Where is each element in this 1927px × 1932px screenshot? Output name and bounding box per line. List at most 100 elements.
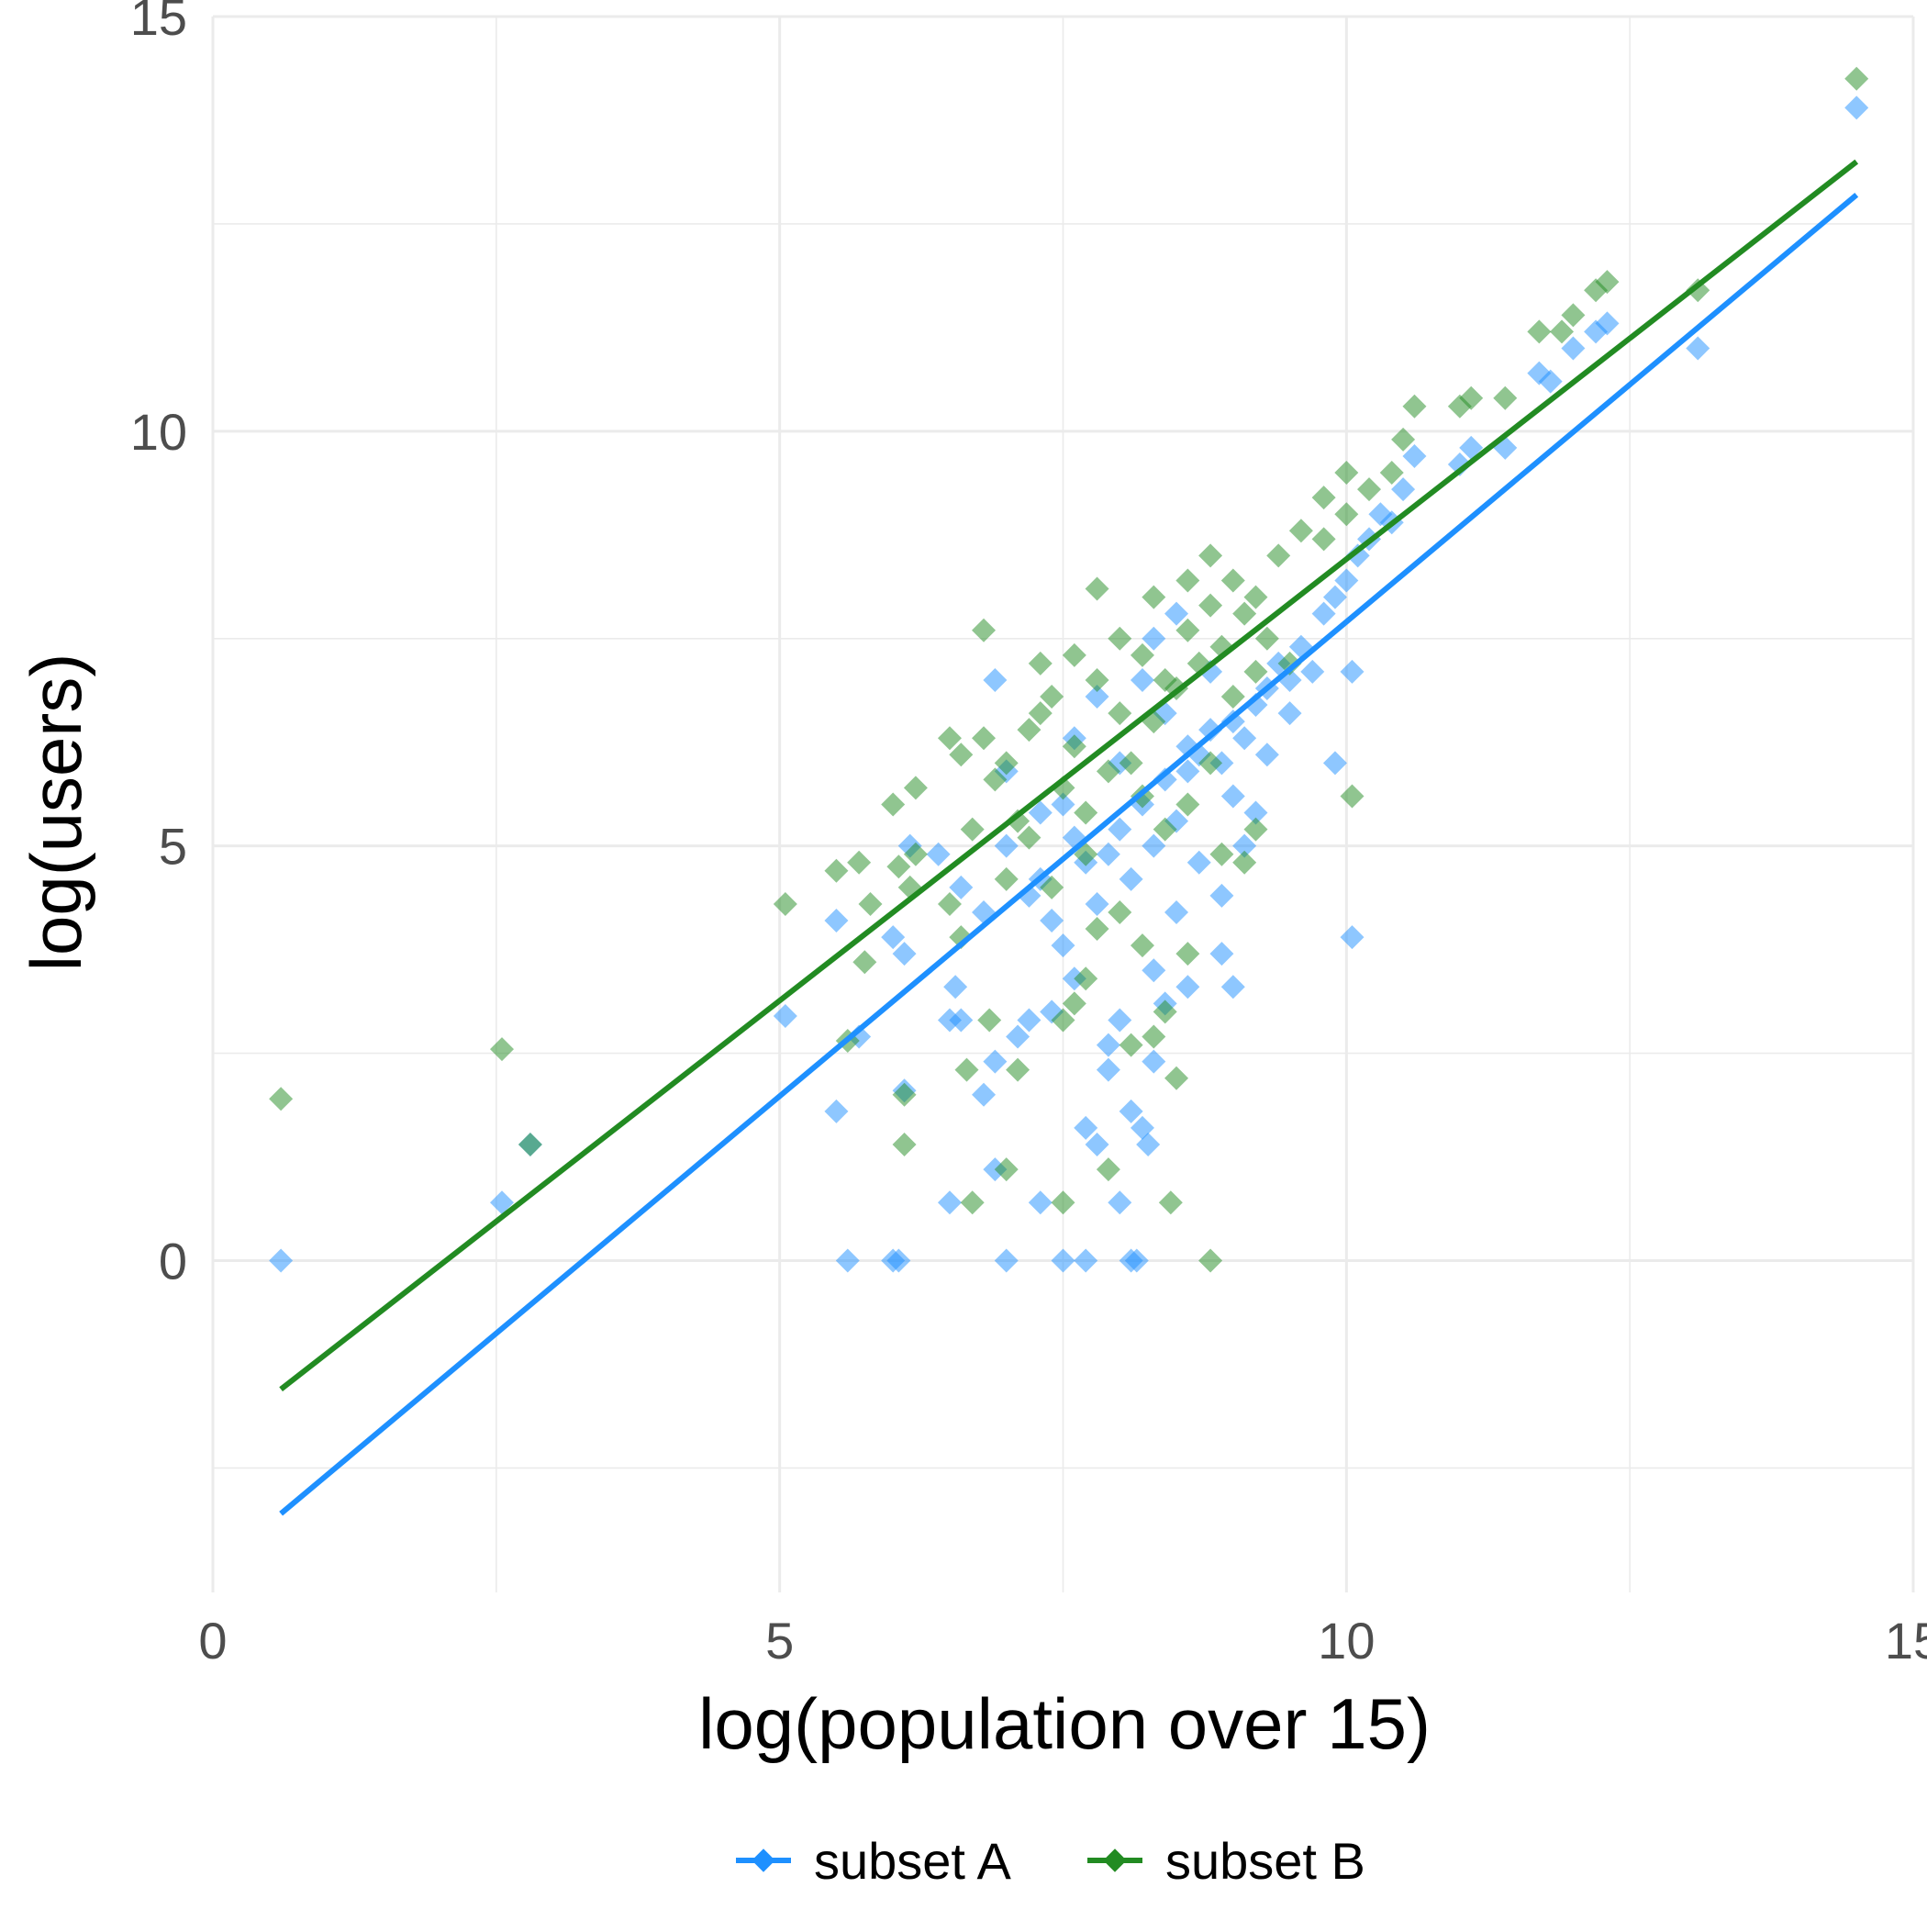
legend-label-subset-b: subset B bbox=[1165, 1832, 1365, 1890]
x-axis-title: log(population over 15) bbox=[698, 1683, 1431, 1764]
data-point-subset-a bbox=[1074, 1248, 1098, 1273]
data-point-subset-a bbox=[1096, 1057, 1120, 1082]
data-point-subset-a bbox=[1198, 718, 1223, 743]
data-point-subset-b bbox=[1844, 66, 1869, 91]
fit-line-subset-a bbox=[279, 192, 1859, 1516]
y-axis-title: log(users) bbox=[16, 653, 96, 972]
data-point-subset-b bbox=[1277, 651, 1302, 676]
data-point-subset-a bbox=[1561, 336, 1586, 361]
data-point-subset-a bbox=[1085, 1133, 1109, 1157]
data-point-subset-b bbox=[1243, 817, 1268, 842]
data-point-subset-b bbox=[1232, 850, 1257, 875]
data-point-subset-b bbox=[852, 950, 877, 975]
data-point-subset-b bbox=[892, 1082, 917, 1107]
data-point-subset-a bbox=[1391, 477, 1416, 502]
data-point-subset-b bbox=[1334, 502, 1359, 527]
data-point-subset-b bbox=[1051, 1008, 1075, 1033]
data-point-subset-a bbox=[949, 1008, 974, 1033]
data-point-subset-a bbox=[1028, 800, 1053, 825]
data-point-subset-a bbox=[881, 925, 906, 950]
data-point-subset-b bbox=[1402, 394, 1427, 419]
data-point-subset-b bbox=[1040, 685, 1064, 709]
data-point-subset-a bbox=[994, 1248, 1019, 1273]
data-point-subset-b bbox=[269, 1087, 294, 1111]
data-point-subset-b bbox=[983, 767, 1008, 792]
data-point-subset-b bbox=[1028, 651, 1053, 676]
data-point-subset-b bbox=[1085, 576, 1109, 601]
data-point-subset-b bbox=[1254, 626, 1279, 651]
data-point-subset-b bbox=[1006, 1057, 1030, 1082]
data-point-subset-a bbox=[943, 975, 968, 1000]
data-point-subset-b bbox=[1175, 568, 1200, 593]
data-point-subset-a bbox=[892, 942, 917, 966]
data-point-subset-a bbox=[1142, 958, 1166, 983]
data-point-subset-b bbox=[1062, 991, 1086, 1016]
tick-labels-layer: 0 5 10 15 0 5 10 15 bbox=[130, 0, 1927, 1670]
data-point-subset-a bbox=[1142, 1049, 1166, 1074]
data-point-subset-b bbox=[1334, 461, 1359, 486]
data-point-subset-a bbox=[1300, 659, 1325, 684]
data-point-subset-a bbox=[1322, 585, 1347, 609]
data-point-subset-b bbox=[1119, 1033, 1143, 1057]
data-point-subset-b bbox=[892, 1133, 917, 1157]
data-point-subset-b bbox=[1164, 1066, 1189, 1090]
data-point-subset-b bbox=[1006, 809, 1030, 833]
data-point-subset-a bbox=[824, 909, 849, 933]
data-point-subset-b bbox=[1311, 486, 1336, 510]
y-tick-label: 15 bbox=[130, 0, 187, 46]
data-point-subset-a bbox=[1340, 659, 1364, 684]
data-point-subset-a bbox=[1142, 626, 1166, 651]
data-point-subset-b bbox=[1175, 792, 1200, 817]
data-point-subset-a bbox=[1108, 1008, 1132, 1033]
data-point-subset-b bbox=[1108, 701, 1132, 726]
data-point-subset-a bbox=[983, 667, 1008, 692]
data-point-subset-b bbox=[881, 792, 906, 817]
data-point-subset-b bbox=[1175, 618, 1200, 642]
data-point-subset-b bbox=[1232, 601, 1257, 626]
data-point-subset-a bbox=[1040, 909, 1064, 933]
data-point-subset-b bbox=[937, 891, 962, 916]
data-point-subset-a bbox=[926, 842, 951, 866]
data-point-subset-a bbox=[1447, 452, 1472, 476]
data-point-subset-a bbox=[1277, 701, 1302, 726]
data-point-subset-b bbox=[1311, 527, 1336, 552]
data-point-subset-a bbox=[1220, 709, 1245, 734]
data-point-subset-a bbox=[972, 1082, 997, 1107]
data-point-subset-b bbox=[960, 817, 985, 842]
data-point-subset-a bbox=[490, 1190, 515, 1215]
y-tick-label: 5 bbox=[159, 818, 187, 876]
x-tick-label: 0 bbox=[198, 1612, 227, 1670]
data-point-subset-a bbox=[1254, 743, 1279, 767]
data-point-subset-b bbox=[954, 1057, 979, 1082]
data-point-subset-b bbox=[1074, 800, 1098, 825]
data-point-subset-b bbox=[1062, 734, 1086, 759]
data-point-subset-b bbox=[773, 891, 797, 916]
data-point-subset-a bbox=[1243, 800, 1268, 825]
data-point-subset-b bbox=[903, 776, 928, 800]
legend-item-subset-a: subset A bbox=[736, 1832, 1011, 1890]
data-point-subset-a bbox=[1074, 1115, 1098, 1140]
data-point-subset-b bbox=[1686, 278, 1710, 303]
data-point-subset-b bbox=[1017, 718, 1041, 743]
data-point-subset-b bbox=[1391, 427, 1416, 452]
data-point-subset-b bbox=[1266, 543, 1291, 568]
data-point-subset-a bbox=[983, 1049, 1008, 1074]
data-point-subset-b bbox=[1142, 1024, 1166, 1049]
data-point-subset-b bbox=[518, 1133, 542, 1157]
data-point-subset-b bbox=[1108, 626, 1132, 651]
data-point-subset-a bbox=[1459, 435, 1484, 460]
data-point-subset-b bbox=[858, 891, 883, 916]
data-point-subset-a bbox=[1153, 767, 1177, 792]
data-point-subset-b bbox=[994, 751, 1019, 776]
x-tick-label: 10 bbox=[1318, 1612, 1375, 1670]
data-point-subset-a bbox=[1130, 667, 1154, 692]
data-point-subset-b bbox=[1527, 319, 1552, 344]
data-point-subset-a bbox=[1209, 883, 1234, 908]
data-point-subset-b bbox=[1595, 270, 1620, 295]
data-point-subset-a bbox=[937, 1190, 962, 1215]
data-point-subset-a bbox=[1538, 369, 1563, 394]
data-point-subset-b bbox=[1142, 585, 1166, 609]
data-point-subset-a bbox=[1136, 1133, 1161, 1157]
